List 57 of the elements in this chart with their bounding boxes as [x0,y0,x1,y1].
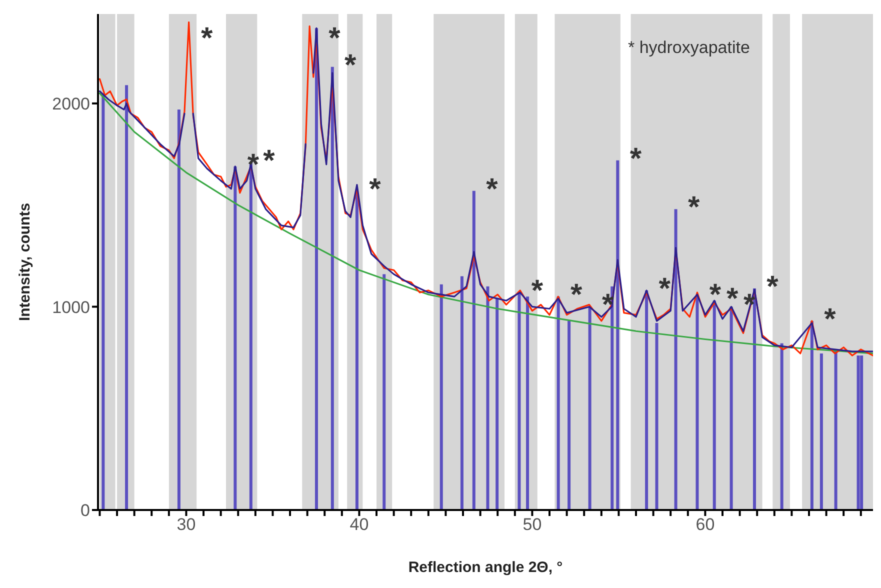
bar [674,209,678,510]
y-tick-label: 2000 [52,94,90,114]
annotation: * [531,274,544,308]
annotation: * [726,282,739,316]
bar [696,296,699,510]
annotation: * [709,278,722,312]
x-tick-label: 60 [696,515,715,534]
bar [860,356,864,510]
y-tick-label: 0 [80,501,90,520]
bar [820,353,823,510]
bar [330,66,334,510]
bar [568,320,571,510]
annotation: * [247,148,260,182]
bar [810,320,814,510]
bar [588,306,592,510]
annotation: * [200,22,213,55]
bar [234,166,237,510]
annotation: * [658,272,671,306]
annotation: * [263,144,276,178]
x-tick-label: 50 [522,515,542,534]
bar [460,276,464,510]
bar [382,274,386,510]
bar [616,160,620,510]
bar [102,93,105,510]
bar [780,343,784,510]
bar [486,286,490,510]
line-series [98,92,873,354]
bar [472,190,476,510]
bar [730,306,733,510]
x-axis-title: Reflection angle 2Θ, ° [408,559,563,576]
x-tick-label: 30 [176,515,196,534]
bar [834,349,838,510]
bar [526,296,530,510]
y-tick-label: 1000 [52,298,90,317]
annotation: * [824,302,836,336]
annotation: * [766,270,779,304]
bar [655,322,658,510]
annotation: * [570,278,582,312]
bar [645,290,648,510]
annotation: * [688,191,700,224]
annotation: * [328,22,341,55]
annotation: * [630,142,642,176]
annotation: * [369,172,382,206]
bar [496,298,499,510]
bar [125,85,128,510]
bar [712,300,716,510]
annotation: * [486,172,498,206]
bar [556,296,560,510]
bar [177,110,180,510]
bar [440,284,443,510]
x-tick-label: 40 [350,515,369,534]
y-axis-title: Intensity, counts [16,202,34,322]
bar [856,356,860,510]
annotation: * [344,48,357,82]
bar [518,292,521,510]
bar [314,28,318,510]
annotation: * hydroxyapatite [628,38,750,58]
